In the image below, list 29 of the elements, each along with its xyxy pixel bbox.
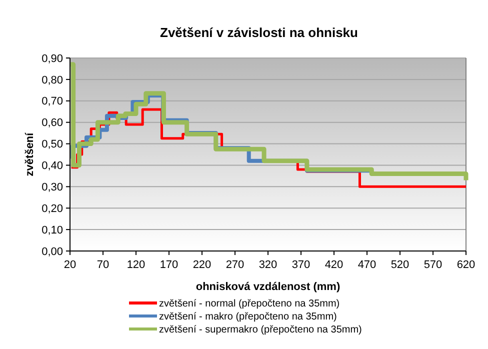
y-tick-label: 0,70 xyxy=(42,96,63,108)
y-tick-label: 0,10 xyxy=(42,224,63,236)
x-tick-label: 270 xyxy=(226,259,244,271)
x-tick-label: 120 xyxy=(126,259,146,271)
y-axis-title: zvětšení xyxy=(24,132,36,176)
x-tick-label: 420 xyxy=(324,259,344,271)
y-tick-label: 0,90 xyxy=(42,52,63,65)
legend-label: zvětšení - makro (přepočteno na 35mm) xyxy=(159,312,337,322)
x-tick-label: 470 xyxy=(358,259,376,271)
y-tick-label: 0,20 xyxy=(42,202,63,215)
y-tick-label: 0,40 xyxy=(42,160,63,172)
x-tick-label: 620 xyxy=(456,259,476,271)
x-tick-label: 570 xyxy=(424,259,442,271)
y-tick-label: 0,80 xyxy=(42,74,63,86)
x-tick-label: 70 xyxy=(96,259,110,271)
y-tick-label: 0,00 xyxy=(42,246,63,258)
x-tick-label: 320 xyxy=(258,259,278,271)
x-tick-label: 220 xyxy=(192,259,212,271)
x-tick-label: 520 xyxy=(390,259,410,271)
chart-title: Zvětšení v závislosti na ohnisku xyxy=(160,25,358,40)
legend-label: zvětšení - normal (přepočteno na 35mm) xyxy=(159,298,340,310)
legend-label: zvětšení - supermakro (přepočteno na 35mm) xyxy=(159,324,362,336)
x-tick-label: 170 xyxy=(160,259,178,271)
x-axis-title: ohnisková vzdálenost (mm) xyxy=(196,281,340,293)
x-tick-label: 370 xyxy=(292,259,310,271)
y-tick-label: 0,50 xyxy=(42,138,63,151)
y-tick-label: 0,60 xyxy=(42,117,63,130)
y-tick-label: 0,30 xyxy=(42,182,63,194)
x-tick-label: 20 xyxy=(64,259,76,271)
